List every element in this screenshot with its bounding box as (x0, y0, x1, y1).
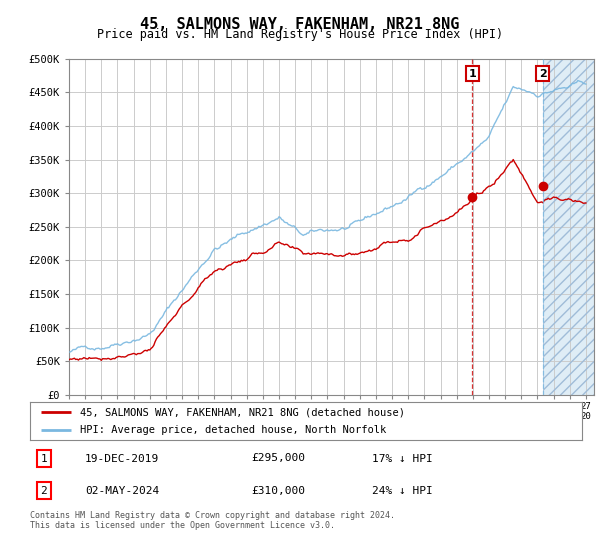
Bar (543, 59, 594, 395)
Text: 1: 1 (40, 454, 47, 464)
Text: 1: 1 (469, 68, 476, 78)
Text: £310,000: £310,000 (251, 486, 305, 496)
Text: 19-DEC-2019: 19-DEC-2019 (85, 454, 160, 464)
Text: £295,000: £295,000 (251, 454, 305, 464)
Text: 2: 2 (539, 68, 547, 78)
Text: 45, SALMONS WAY, FAKENHAM, NR21 8NG: 45, SALMONS WAY, FAKENHAM, NR21 8NG (140, 17, 460, 32)
Text: Price paid vs. HM Land Registry's House Price Index (HPI): Price paid vs. HM Land Registry's House … (97, 28, 503, 41)
Text: 17% ↓ HPI: 17% ↓ HPI (372, 454, 433, 464)
Text: HPI: Average price, detached house, North Norfolk: HPI: Average price, detached house, Nort… (80, 425, 386, 435)
Text: 45, SALMONS WAY, FAKENHAM, NR21 8NG (detached house): 45, SALMONS WAY, FAKENHAM, NR21 8NG (det… (80, 407, 404, 417)
Text: 02-MAY-2024: 02-MAY-2024 (85, 486, 160, 496)
Text: 2: 2 (40, 486, 47, 496)
Text: 24% ↓ HPI: 24% ↓ HPI (372, 486, 433, 496)
Bar (543, 59, 594, 395)
Text: Contains HM Land Registry data © Crown copyright and database right 2024.
This d: Contains HM Land Registry data © Crown c… (30, 511, 395, 530)
